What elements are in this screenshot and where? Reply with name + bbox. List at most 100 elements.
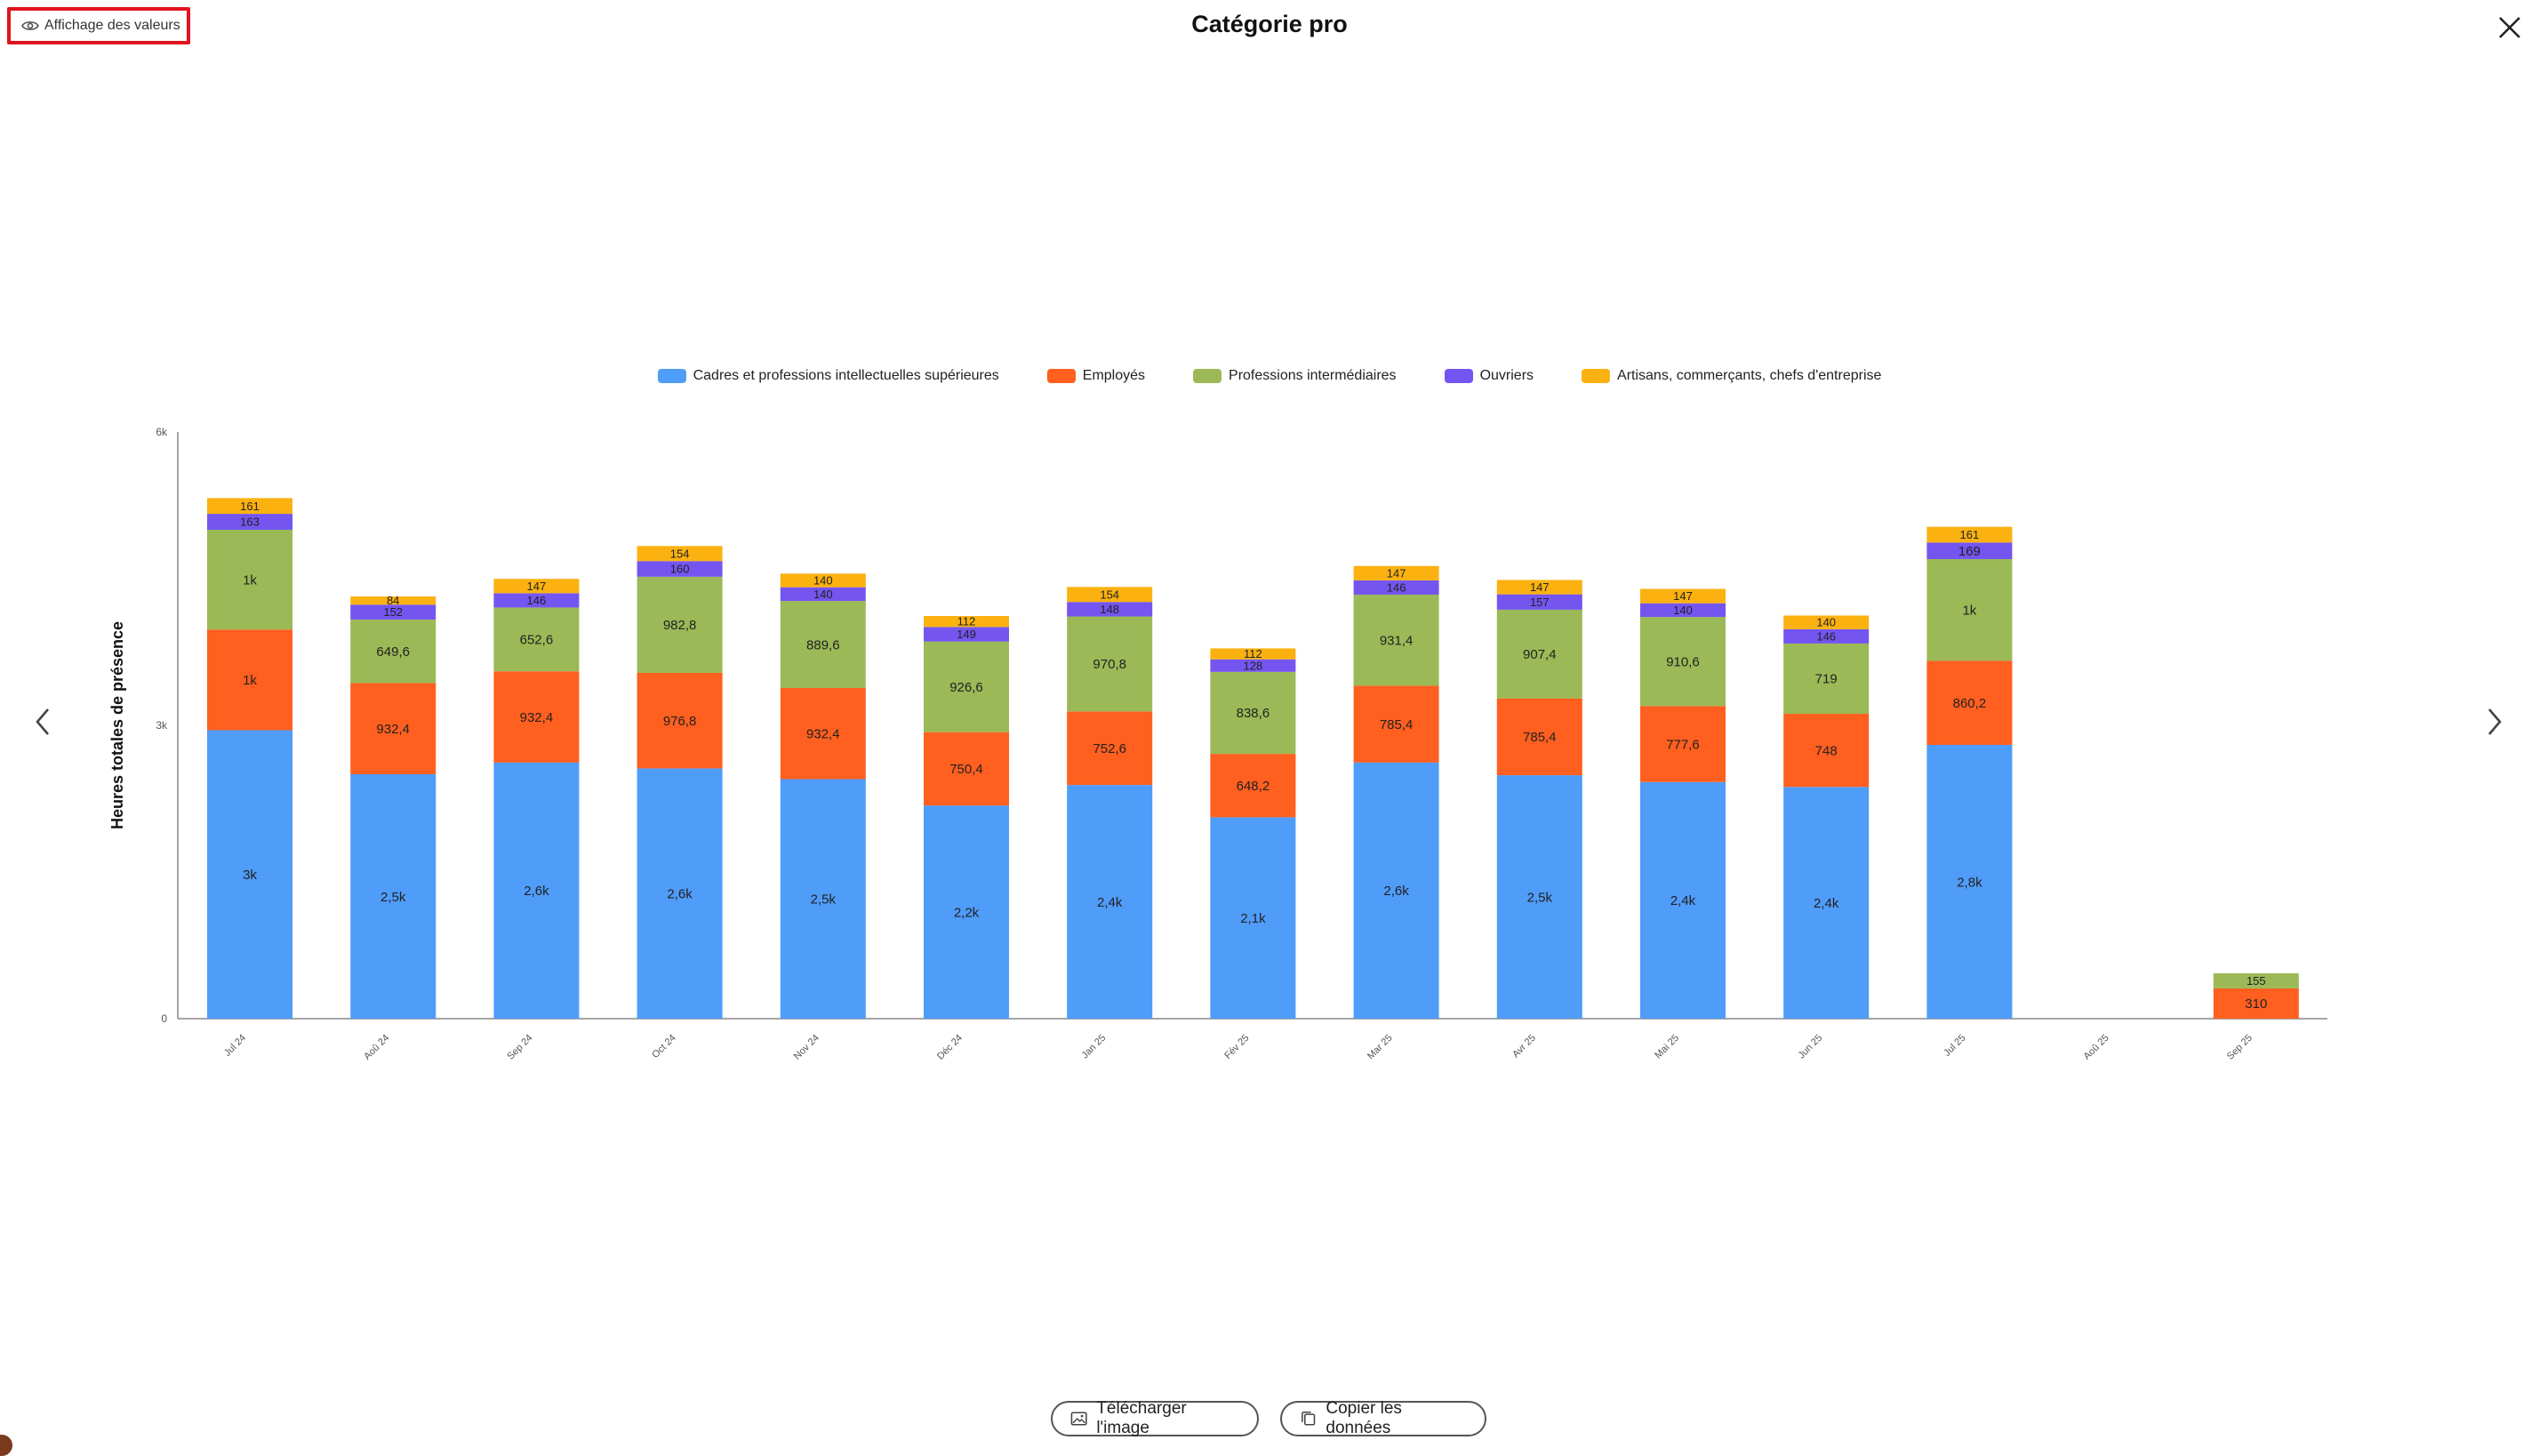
bar-segment [493,762,580,1019]
bar-segment [1783,628,1870,644]
bar-segment [924,616,1009,628]
data-label: 147 [1530,580,1550,594]
bar-segment [1067,785,1153,1019]
bar-segment [1067,602,1153,617]
data-label: 155 [2247,974,2266,988]
download-image-button[interactable]: Télécharger l'image [1051,1399,1259,1437]
bar-segment [1783,643,1870,715]
legend-item[interactable]: Professions intermédiaires [1193,368,1397,384]
bar-segment [1210,648,1296,660]
bar-segment [1926,745,2013,1019]
data-label: 648,2 [1237,779,1270,794]
data-label: 152 [383,605,403,619]
data-label: 752,6 [1093,741,1126,756]
bar-segment [1783,787,1870,1019]
data-label: 1k [243,673,257,688]
legend-swatch [1582,369,1611,383]
data-label: 860,2 [1953,696,1987,711]
x-tick-label: Nov 24 [792,1033,821,1062]
bar-segment [637,672,723,769]
bar-segment [350,619,437,684]
data-label: 982,8 [663,618,697,633]
data-label: 2,8k [1957,875,1982,890]
data-label: 2,4k [1097,895,1123,910]
data-label: 889,6 [806,637,840,652]
bar-segment [493,579,580,594]
data-label: 112 [1244,647,1262,660]
data-label: 976,8 [663,714,697,729]
data-label: 777,6 [1666,737,1700,752]
bar-segment [780,573,866,588]
image-icon [1070,1412,1087,1426]
data-label: 112 [957,615,976,628]
bar-segment [207,498,292,515]
bar-segment [1783,714,1870,788]
close-icon[interactable] [2495,12,2525,43]
legend-item[interactable]: Cadres et professions intellectuelles su… [657,368,999,384]
data-label: 2,6k [667,886,693,901]
data-label: 146 [527,594,547,607]
bar-segment [1210,754,1296,818]
chevron-left-icon[interactable] [30,706,55,738]
bar-segment [924,732,1009,806]
x-tick-label: Jun 25 [1796,1033,1824,1061]
bar-segment [350,683,437,774]
copy-data-button[interactable]: Copier les données [1280,1399,1486,1437]
data-label: 748 [1815,743,1838,758]
legend-swatch [1046,369,1076,383]
data-label: 147 [1387,566,1406,580]
data-label: 785,4 [1523,730,1557,745]
bar-segment [1496,580,1582,595]
bar-segment [350,596,437,605]
avatar [0,1435,12,1456]
bar-segment [780,601,866,688]
bar-segment [1926,558,2013,661]
data-label: 1k [243,572,257,588]
modal-title: Catégorie pro [1191,11,1348,37]
y-tick-label: 0 [161,1012,167,1025]
chevron-right-icon[interactable] [2482,706,2507,738]
data-label: 2,1k [1240,911,1266,926]
legend-item[interactable]: Ouvriers [1444,368,1534,384]
bar-segment [637,561,723,577]
data-label: 147 [527,580,547,593]
data-label: 926,6 [949,680,983,695]
legend-swatch [1193,369,1222,383]
data-label: 154 [670,547,690,560]
bar-segment [2213,972,2299,988]
bar-segment [493,593,580,608]
bar-segment [2213,988,2299,1019]
legend-item[interactable]: Employés [1046,368,1145,384]
bar-segment [1926,542,2013,559]
values-display-toggle[interactable]: Affichage des valeurs [7,7,190,44]
bar-segment [1640,617,1726,707]
bar-segment [780,587,866,602]
bar-segment [924,641,1009,732]
data-label: 2,6k [1383,884,1409,899]
x-tick-label: Mai 25 [1653,1033,1681,1061]
x-tick-label: Oct 24 [650,1033,677,1060]
bar-segment [1210,671,1296,755]
x-tick-label: Sep 24 [505,1033,534,1062]
x-tick-label: Aoû 24 [362,1033,391,1062]
y-tick-label: 6k [156,426,168,438]
data-label: 932,4 [520,710,554,725]
data-label: 838,6 [1237,706,1270,721]
legend-swatch [657,369,686,383]
x-tick-label: Mar 25 [1366,1033,1395,1062]
data-label: 148 [1100,603,1119,616]
data-label: 750,4 [949,762,983,777]
data-label: 161 [240,500,260,513]
data-label: 128 [1244,659,1263,672]
bar-segment [1640,603,1726,618]
bar-segment [1640,706,1726,782]
legend-label: Ouvriers [1479,368,1534,383]
legend-swatch [1444,369,1473,383]
bar-segment [350,604,437,620]
bar-segment [1496,594,1582,610]
bar-segment [1353,685,1439,763]
legend-item[interactable]: Artisans, commerçants, chefs d'entrepris… [1582,368,1881,384]
x-tick-label: Jul 24 [222,1033,248,1059]
data-label: 140 [1816,616,1836,629]
bar-segment [1496,609,1582,699]
